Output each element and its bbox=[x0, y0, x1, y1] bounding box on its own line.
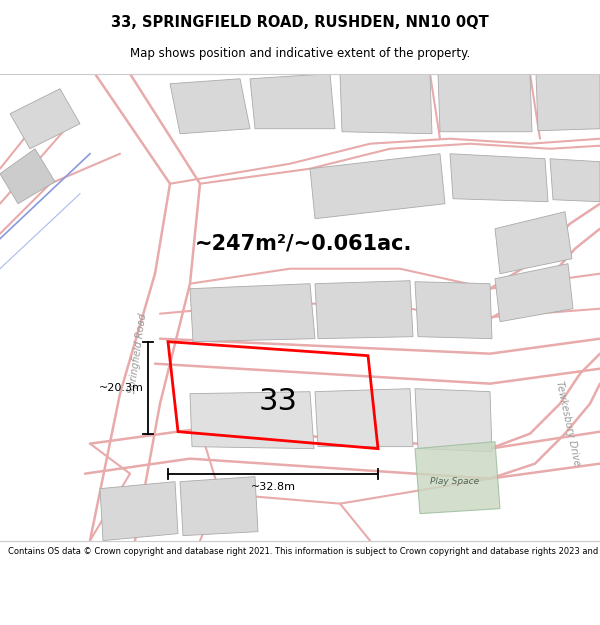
Polygon shape bbox=[340, 74, 432, 134]
Polygon shape bbox=[170, 79, 250, 134]
Polygon shape bbox=[550, 159, 600, 202]
Polygon shape bbox=[310, 154, 445, 219]
Polygon shape bbox=[250, 74, 335, 129]
Text: ~20.3m: ~20.3m bbox=[99, 382, 144, 392]
Polygon shape bbox=[315, 281, 413, 339]
Polygon shape bbox=[438, 74, 532, 132]
Polygon shape bbox=[495, 264, 573, 322]
Polygon shape bbox=[190, 392, 314, 449]
Text: 33, SPRINGFIELD ROAD, RUSHDEN, NN10 0QT: 33, SPRINGFIELD ROAD, RUSHDEN, NN10 0QT bbox=[111, 14, 489, 29]
Text: ~247m²/~0.061ac.: ~247m²/~0.061ac. bbox=[195, 234, 412, 254]
Text: Contains OS data © Crown copyright and database right 2021. This information is : Contains OS data © Crown copyright and d… bbox=[8, 546, 600, 556]
Polygon shape bbox=[315, 389, 413, 447]
Text: Tewkesbury Drive: Tewkesbury Drive bbox=[554, 380, 582, 467]
Polygon shape bbox=[495, 212, 572, 274]
Polygon shape bbox=[415, 282, 492, 339]
Text: Play Space: Play Space bbox=[430, 477, 479, 486]
Text: Springfield Road: Springfield Road bbox=[127, 313, 149, 394]
Text: Map shows position and indicative extent of the property.: Map shows position and indicative extent… bbox=[130, 47, 470, 59]
Text: ~32.8m: ~32.8m bbox=[251, 482, 296, 492]
Polygon shape bbox=[0, 149, 55, 204]
Polygon shape bbox=[536, 74, 600, 131]
Polygon shape bbox=[415, 389, 492, 452]
Polygon shape bbox=[100, 482, 178, 541]
Polygon shape bbox=[450, 154, 548, 202]
Polygon shape bbox=[415, 442, 500, 514]
Polygon shape bbox=[180, 477, 258, 536]
Text: 33: 33 bbox=[259, 387, 298, 416]
Polygon shape bbox=[10, 89, 80, 149]
Polygon shape bbox=[190, 284, 315, 342]
